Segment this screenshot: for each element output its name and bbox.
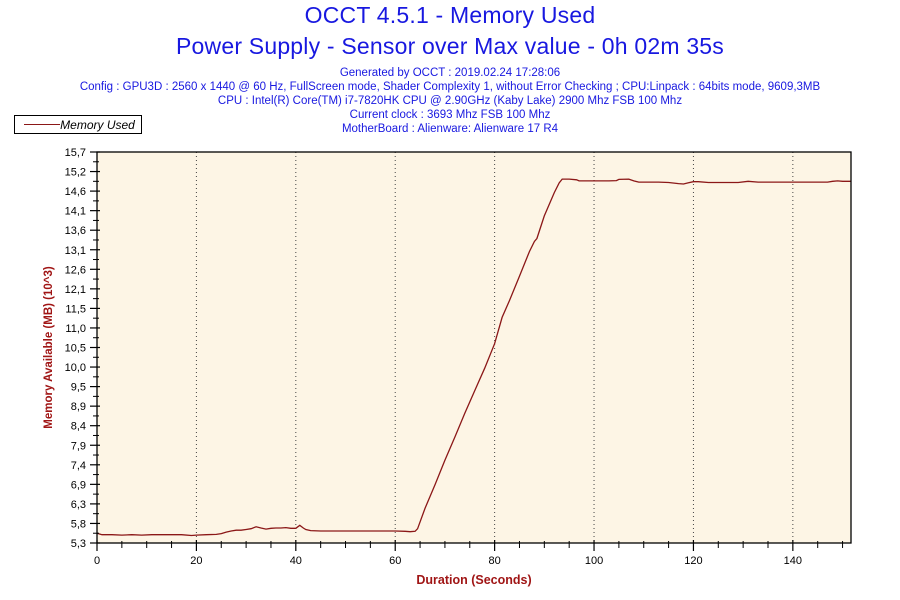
y-tick-label: 6,9: [71, 479, 86, 491]
y-tick-label: 13,1: [65, 245, 86, 257]
y-tick-label: 11,5: [65, 303, 86, 315]
current-clock-line: Current clock : 3693 Mhz FSB 100 Mhz: [349, 109, 551, 121]
y-tick-label: 8,4: [71, 421, 86, 433]
motherboard-line: MotherBoard : Alienware: Alienware 17 R4: [341, 123, 559, 135]
page-subtitle: Power Supply - Sensor over Max value - 0…: [176, 33, 724, 59]
cpu-line: CPU : Intel(R) Core(TM) i7-7820HK CPU @ …: [217, 95, 683, 107]
y-tick-label: 14,1: [65, 206, 86, 218]
y-tick-label: 15,7: [65, 147, 86, 159]
legend: Memory Used: [14, 115, 142, 134]
y-axis-title: Memory Available (MB) (10^3): [43, 266, 55, 429]
x-tick-label: 40: [290, 555, 302, 567]
plot-area: [97, 152, 851, 543]
config-line: Config : GPU3D : 2560 x 1440 @ 60 Hz, Fu…: [79, 81, 821, 93]
y-tick-label: 5,3: [71, 538, 86, 550]
y-tick-label: 9,5: [71, 382, 86, 394]
y-tick-label: 7,4: [71, 460, 86, 472]
page-title: OCCT 4.5.1 - Memory Used: [304, 2, 596, 28]
generated-line: Generated by OCCT : 2019.02.24 17:28:06: [339, 67, 561, 79]
chart-header: OCCT 4.5.1 - Memory Used Power Supply - …: [0, 0, 900, 136]
y-tick-label: 12,6: [65, 264, 86, 276]
y-tick-label: 7,9: [71, 440, 86, 452]
y-tick-label: 15,2: [65, 167, 86, 179]
y-tick-label: 8,9: [71, 401, 86, 413]
y-tick-label: 10,0: [65, 362, 86, 374]
y-tick-label: 12,1: [65, 284, 86, 296]
x-tick-label: 20: [190, 555, 202, 567]
x-tick-label: 120: [684, 555, 702, 567]
x-tick-label: 100: [585, 555, 603, 567]
y-tick-label: 13,6: [65, 225, 86, 237]
y-tick-label: 5,8: [71, 518, 86, 530]
legend-line-sample-icon: [24, 124, 60, 125]
legend-label: Memory Used: [60, 117, 135, 132]
x-tick-label: 60: [389, 555, 401, 567]
x-axis-title: Duration (Seconds): [416, 573, 531, 587]
y-tick-label: 10,5: [65, 343, 86, 355]
memory-used-line: [96, 178, 851, 537]
x-tick-label: 140: [784, 555, 802, 567]
info-block: Generated by OCCT : 2019.02.24 17:28:06 …: [0, 66, 900, 136]
y-tick-label: 6,3: [71, 499, 86, 511]
x-tick-label: 80: [489, 555, 501, 567]
y-tick-label: 14,6: [65, 186, 86, 198]
x-tick-label: 0: [94, 555, 100, 567]
y-tick-label: 11,0: [65, 323, 86, 335]
